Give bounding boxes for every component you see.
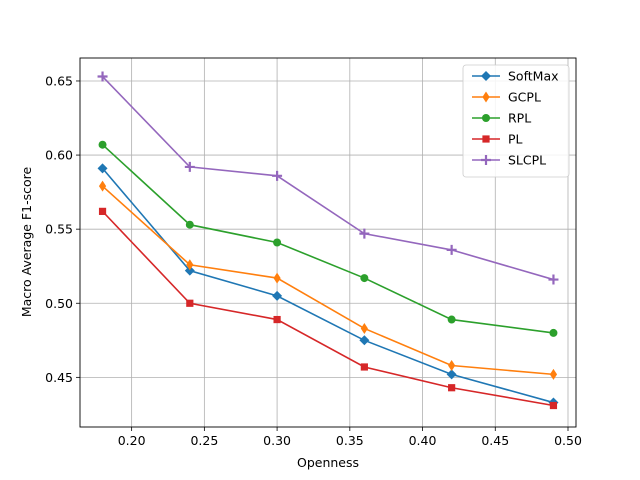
data-point-slcpl [359, 228, 370, 239]
data-point-softmax [97, 163, 108, 174]
x-tick-label: 0.30 [263, 433, 291, 448]
data-point-slcpl [446, 244, 457, 255]
data-point-pl [273, 315, 281, 324]
series-line-gcpl [102, 185, 554, 376]
legend-marker-gcpl [482, 91, 490, 103]
series-group [97, 71, 559, 410]
data-point-gcpl [360, 322, 368, 334]
data-point-gcpl [549, 368, 558, 380]
legend-box [462, 64, 570, 178]
data-point-pl [360, 363, 368, 371]
data-point-softmax [272, 290, 283, 301]
legend-label-gcpl: GCPL [508, 90, 541, 105]
data-point-softmax [446, 369, 457, 380]
y-tick-label: 0.45 [45, 370, 73, 385]
x-tick-label: 0.35 [336, 433, 364, 448]
legend-label-softmax: SoftMax [508, 69, 559, 84]
data-point-slcpl [548, 274, 559, 285]
x-tick-label: 0.25 [190, 433, 218, 448]
data-point-rpl [447, 315, 456, 324]
data-point-gcpl [186, 259, 194, 271]
legend-marker-slcpl [481, 155, 491, 165]
x-axis-label: Openness [297, 455, 359, 470]
plot-frame [79, 57, 577, 428]
legend-label-rpl: RPL [508, 111, 531, 126]
x-tick-label: 0.40 [409, 433, 437, 448]
data-point-rpl [98, 140, 107, 149]
data-point-pl [448, 384, 456, 392]
legend-marker-rpl [482, 114, 490, 122]
data-point-rpl [549, 328, 558, 337]
legend-marker-softmax [481, 71, 491, 81]
y-tick-label: 0.55 [45, 222, 73, 237]
data-point-pl [186, 299, 194, 307]
y-tick-label: 0.50 [45, 296, 73, 311]
legend-marker-pl [482, 135, 490, 143]
data-point-slcpl [97, 71, 108, 82]
data-point-pl [98, 207, 107, 215]
x-tick-label: 0.20 [118, 433, 146, 448]
data-point-rpl [360, 274, 369, 283]
series-line-slcpl [101, 75, 554, 281]
y-axis-label: Macro Average F1-score [19, 167, 34, 318]
data-point-slcpl [272, 170, 283, 181]
x-tick-label: 0.50 [554, 433, 582, 448]
data-point-softmax [184, 265, 195, 276]
x-tick-label: 0.45 [481, 433, 509, 448]
data-point-gcpl [98, 180, 107, 192]
y-tick-label: 0.60 [45, 148, 73, 163]
tick-group: 0.20 0.25 0.30 0.35 0.40 0.45 0.50 0.45 0.50 0.55… [45, 73, 582, 448]
series-line-rpl [102, 144, 554, 334]
data-point-slcpl [184, 161, 195, 172]
y-tick-label: 0.65 [45, 73, 73, 88]
data-point-rpl [273, 238, 282, 247]
data-point-softmax [359, 335, 370, 346]
legend: SoftMax GCPL RPL PL SLCPL [462, 64, 570, 178]
data-point-gcpl [273, 272, 281, 284]
series-line-pl [101, 210, 554, 407]
series-line-softmax [101, 167, 554, 404]
data-point-gcpl [448, 360, 456, 371]
data-point-pl [549, 401, 558, 410]
data-point-rpl [185, 220, 194, 229]
legend-label-slcpl: SLCPL [508, 153, 546, 168]
legend-label-pl: PL [508, 132, 523, 147]
